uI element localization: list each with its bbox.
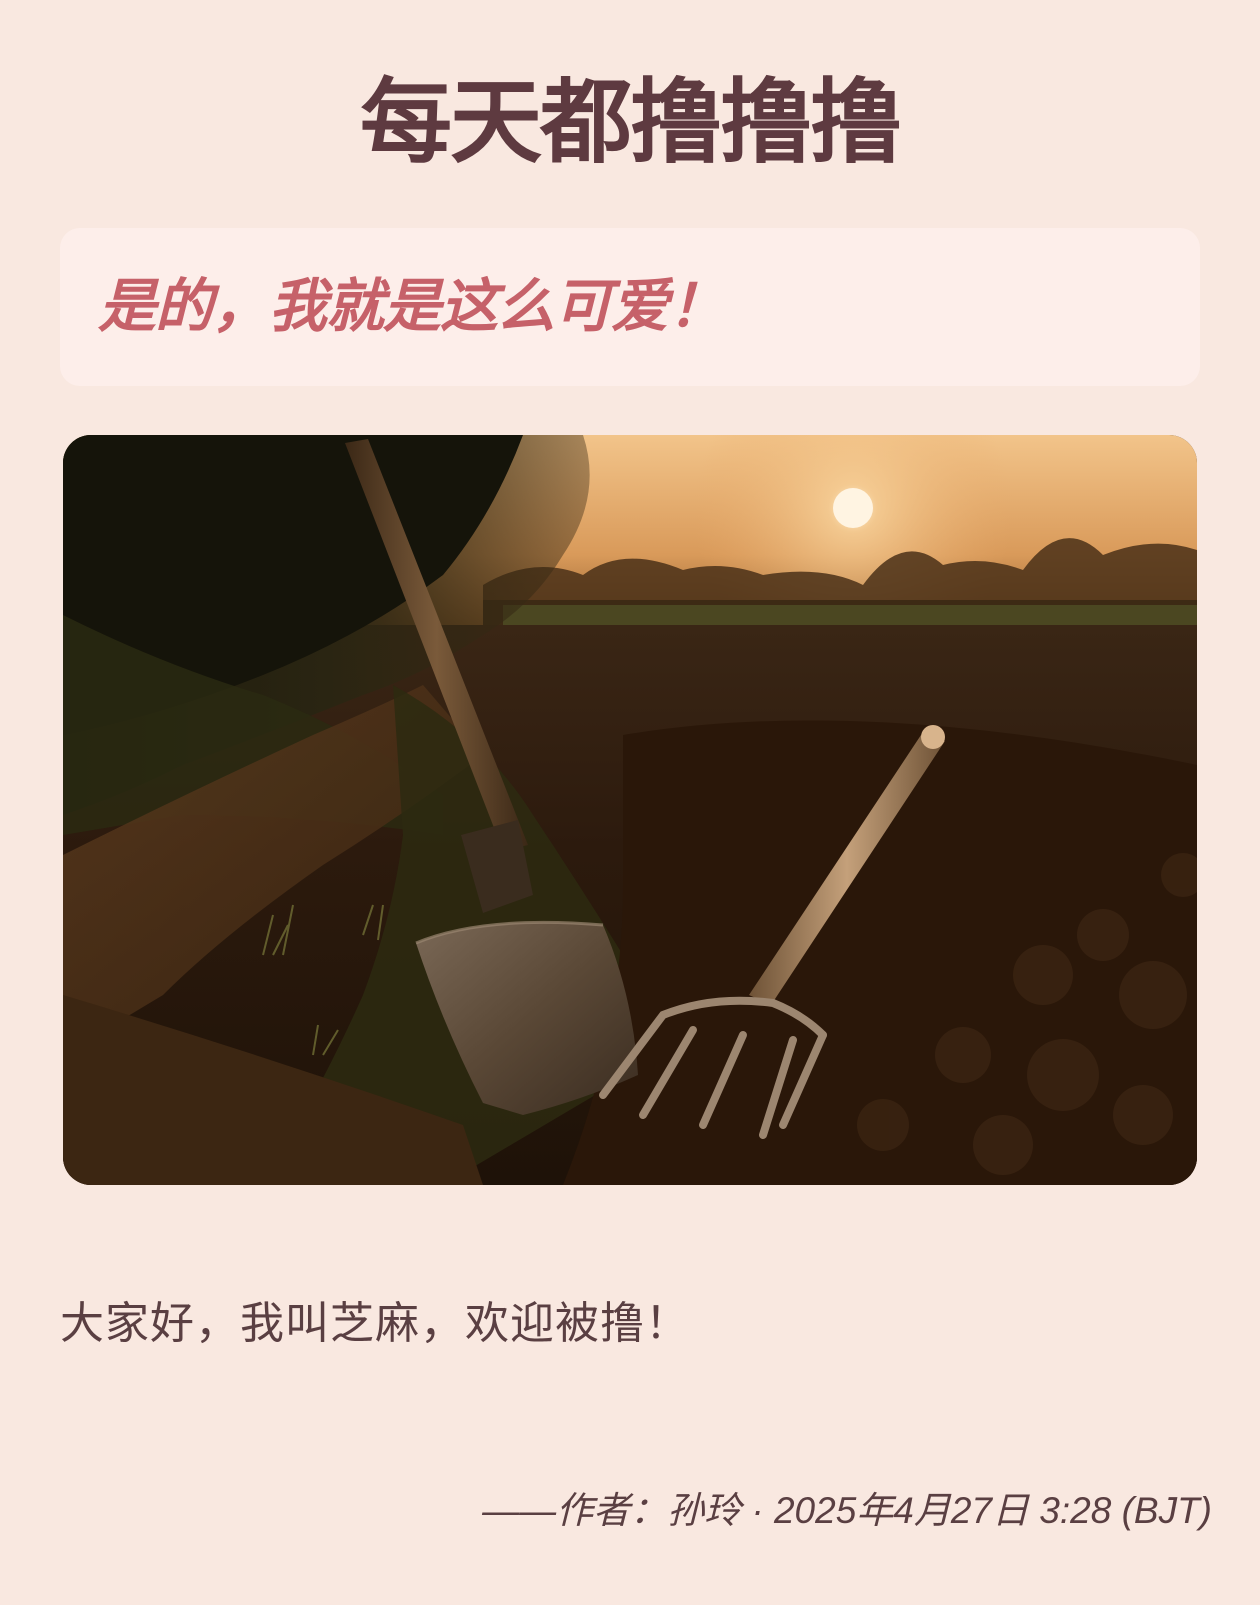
photo-illustration: [63, 435, 1197, 1185]
author-byline: ——作者：孙玲 · 2025年4月27日 3:28 (BJT): [482, 1490, 1212, 1531]
intro-text: 大家好，我叫芝麻，欢迎被撸！: [60, 1299, 690, 1348]
quote-box: 是的，我就是这么可爱！: [60, 228, 1200, 386]
quote-text: 是的，我就是这么可爱！: [98, 274, 726, 339]
garden-tools-photo: [63, 435, 1197, 1185]
page-title: 每天都撸撸撸: [359, 72, 902, 174]
